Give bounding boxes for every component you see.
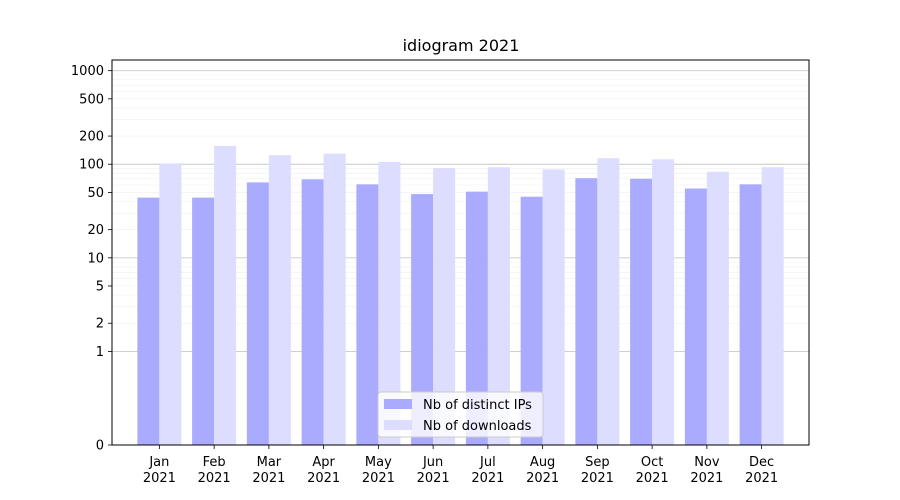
legend-swatch-distinct-ips: [384, 399, 412, 409]
x-tick-label-year: 2021: [417, 471, 450, 486]
y-tick-label: 1: [96, 345, 104, 360]
bar-downloads: [761, 167, 784, 446]
bar-distinct-ips: [246, 182, 269, 445]
legend: Nb of distinct IPs Nb of downloads: [377, 391, 544, 438]
bar-downloads: [323, 153, 346, 446]
bar-downloads: [214, 145, 237, 445]
bar-downloads: [487, 167, 510, 446]
bar-distinct-ips: [739, 184, 762, 445]
x-tick-label-month: Jun: [422, 455, 443, 470]
bar-distinct-ips: [465, 191, 488, 445]
x-tick-label-year: 2021: [636, 471, 669, 486]
x-tick-label-month: Nov: [694, 455, 720, 470]
x-tick-label-month: Feb: [203, 455, 226, 470]
legend-swatch-downloads: [384, 420, 412, 430]
x-tick-label-year: 2021: [526, 471, 559, 486]
x-tick-label-year: 2021: [362, 471, 395, 486]
x-tick-label-month: Mar: [257, 455, 282, 470]
y-tick-label: 10: [87, 251, 104, 266]
x-tick-label-year: 2021: [745, 471, 778, 486]
y-tick-label: 50: [87, 186, 104, 201]
bar-downloads: [159, 163, 182, 445]
x-tick-label-month: Dec: [749, 455, 774, 470]
y-tick-label: 200: [79, 130, 104, 145]
y-tick-label: 100: [79, 158, 104, 173]
bar-downloads: [378, 161, 401, 445]
x-tick-label-month: Jul: [479, 455, 496, 470]
bar-downloads: [706, 171, 729, 445]
x-tick-label-year: 2021: [198, 471, 231, 486]
x-tick-label-month: Sep: [585, 455, 610, 470]
bar-distinct-ips: [575, 178, 598, 445]
x-tick-label-year: 2021: [143, 471, 176, 486]
axes: Jan2021Feb2021Mar2021Apr2021May2021Jun20…: [71, 64, 778, 486]
bar-distinct-ips: [630, 178, 653, 446]
bar-downloads: [652, 159, 675, 446]
bar-distinct-ips: [684, 188, 707, 445]
bars: [137, 145, 784, 446]
y-tick-label: 1000: [71, 64, 104, 79]
x-tick-label-month: Aug: [530, 455, 555, 470]
bar-downloads: [597, 158, 620, 446]
y-tick-label: 0: [96, 439, 104, 454]
x-tick-label-month: Oct: [641, 455, 663, 470]
bar-distinct-ips: [356, 184, 379, 445]
y-tick-label: 5: [96, 280, 104, 295]
x-tick-label-month: May: [365, 455, 392, 470]
x-tick-label-year: 2021: [581, 471, 614, 486]
legend-label-downloads: Nb of downloads: [423, 419, 532, 434]
x-tick-label-month: Jan: [148, 455, 169, 470]
x-tick-label-month: Apr: [312, 455, 335, 470]
y-tick-label: 500: [79, 92, 104, 107]
bar-downloads: [542, 169, 565, 446]
bar-distinct-ips: [137, 197, 160, 445]
bar-distinct-ips: [411, 194, 434, 445]
plot-frame: [111, 59, 810, 446]
legend-box: [377, 391, 544, 438]
bar-distinct-ips: [301, 179, 324, 445]
legend-label-distinct-ips: Nb of distinct IPs: [423, 398, 532, 413]
bar-distinct-ips: [520, 196, 543, 445]
x-tick-label-year: 2021: [307, 471, 340, 486]
chart-title: idiogram 2021: [403, 36, 520, 55]
x-tick-label-year: 2021: [690, 471, 723, 486]
bar-downloads: [433, 168, 456, 445]
y-tick-label: 20: [87, 223, 104, 238]
bar-downloads: [268, 155, 291, 445]
bar-distinct-ips: [192, 197, 215, 445]
y-tick-label: 2: [96, 317, 104, 332]
x-tick-label-year: 2021: [252, 471, 285, 486]
x-tick-label-year: 2021: [471, 471, 504, 486]
